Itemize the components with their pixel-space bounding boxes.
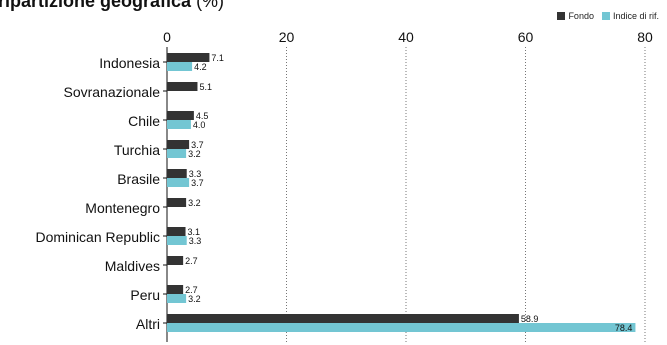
legend-swatch-fondo — [557, 12, 566, 20]
bar-indice-dominican-republic — [167, 236, 187, 245]
value-label-fondo-montenegro: 3.2 — [188, 198, 201, 208]
chart-title-text: ripartizione geografica — [0, 0, 192, 11]
bar-fondo-montenegro — [167, 198, 187, 207]
chart-legend: Fondo Indice di rif. — [549, 11, 659, 21]
bar-indice-indonesia — [167, 62, 193, 71]
value-label-indice-indonesia: 4.2 — [194, 62, 207, 72]
bar-fondo-peru — [167, 285, 184, 294]
bar-indice-peru — [167, 294, 187, 303]
x-tick-label-80: 80 — [637, 29, 653, 45]
bar-indice-altri — [167, 323, 636, 332]
value-label-indice-chile: 4.0 — [193, 120, 206, 130]
category-label-brasile: Brasile — [117, 171, 160, 187]
value-label-indice-turchia: 3.2 — [188, 149, 201, 159]
value-label-fondo-indonesia: 7.1 — [211, 53, 224, 63]
category-label-dominican-republic: Dominican Republic — [35, 229, 160, 245]
x-tick-label-20: 20 — [279, 29, 295, 45]
legend-label-fondo: Fondo — [568, 11, 594, 21]
category-label-montenegro: Montenegro — [85, 200, 160, 216]
bar-indice-chile — [167, 120, 191, 129]
bar-fondo-dominican-republic — [167, 227, 186, 236]
value-label-fondo-sovranazionale: 5.1 — [199, 82, 212, 92]
x-tick-label-40: 40 — [398, 29, 414, 45]
bar-indice-turchia — [167, 149, 187, 158]
category-label-indonesia: Indonesia — [99, 55, 160, 71]
value-label-fondo-turchia: 3.7 — [191, 140, 204, 150]
chart-title: ripartizione geografica (%) — [0, 0, 224, 12]
bar-fondo-turchia — [167, 140, 190, 149]
bar-fondo-altri — [167, 314, 519, 323]
legend-item-fondo: Fondo — [557, 11, 594, 21]
value-label-fondo-chile: 4.5 — [196, 111, 209, 121]
bar-indice-brasile — [167, 178, 190, 187]
category-label-turchia: Turchia — [114, 142, 160, 158]
value-label-indice-altri: 78.4 — [615, 323, 633, 333]
value-label-indice-brasile: 3.7 — [191, 178, 204, 188]
value-label-indice-peru: 3.2 — [188, 294, 201, 304]
category-label-peru: Peru — [130, 287, 160, 303]
chart-title-unit: (%) — [196, 0, 225, 11]
value-label-fondo-dominican-republic: 3.1 — [188, 227, 201, 237]
category-label-maldives: Maldives — [105, 258, 160, 274]
bar-fondo-sovranazionale — [167, 82, 198, 91]
x-tick-label-60: 60 — [518, 29, 534, 45]
value-label-indice-dominican-republic: 3.3 — [189, 236, 202, 246]
x-tick-label-0: 0 — [163, 29, 171, 45]
category-label-altri: Altri — [136, 316, 160, 332]
bar-fondo-chile — [167, 111, 194, 120]
legend-item-indice: Indice di rif. — [601, 11, 659, 21]
value-label-fondo-maldives: 2.7 — [185, 256, 198, 266]
bar-fondo-maldives — [167, 256, 184, 265]
bar-fondo-indonesia — [167, 53, 210, 62]
category-label-chile: Chile — [128, 113, 160, 129]
value-label-fondo-brasile: 3.3 — [189, 169, 202, 179]
value-label-fondo-altri: 58.9 — [521, 314, 539, 324]
category-label-sovranazionale: Sovranazionale — [63, 84, 160, 100]
value-label-fondo-peru: 2.7 — [185, 285, 198, 295]
legend-swatch-indice — [601, 12, 610, 20]
legend-label-indice: Indice di rif. — [612, 11, 659, 21]
bar-fondo-brasile — [167, 169, 187, 178]
